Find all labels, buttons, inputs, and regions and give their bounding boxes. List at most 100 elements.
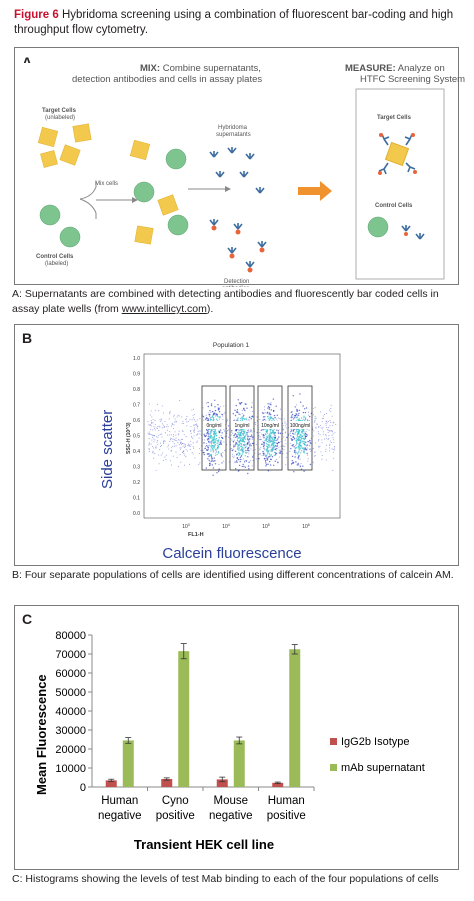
gate-label: 0ng/ml [206,423,221,429]
scatter-point [307,460,309,462]
scatter-point [180,461,182,463]
scatter-point [148,444,150,446]
scatter-point [207,458,209,460]
scatter-point [217,442,219,444]
scatter-point [198,430,200,432]
scatter-point [148,424,150,426]
scatter-point [306,449,308,451]
scatter-point [321,439,323,441]
scatter-point [245,445,247,447]
scatter-point [290,416,292,419]
scatter-point [241,437,243,439]
scatter-point [205,467,207,469]
category-label: negative [209,810,252,822]
scatter-point [209,432,212,435]
scatter-point [333,447,335,449]
scatter-point [210,434,212,436]
x-tick-label: 103 [182,523,190,530]
scatter-point [291,429,293,431]
scatter-point [208,412,210,414]
scatter-point [246,442,249,444]
scatter-point [218,411,221,413]
scatter-point [309,415,311,418]
scatter-point [238,402,241,404]
gate-box [287,385,313,471]
scatter-point [252,436,254,438]
scatter-point [320,424,322,426]
scatter-point [193,425,195,427]
scatter-point [272,398,275,400]
scatter-point [246,407,248,409]
scatter-point [285,443,287,445]
scatter-point [226,431,228,433]
scatter-point [264,429,266,431]
scatter-point [300,445,303,447]
scatter-point [173,424,175,426]
scatter-point [244,409,246,412]
scatter-point [218,430,220,432]
scatter-point [300,468,303,470]
scatter-point [183,464,186,466]
scatter-point [239,414,241,416]
scatter-point [270,450,272,453]
scatter-point [193,447,195,449]
scatter-point [249,443,251,445]
scatter-point [251,438,253,440]
scatter-point [246,438,249,440]
scatter-point [178,430,180,432]
scatter-point [297,462,299,465]
scatter-point [299,429,301,431]
intellicyt-link[interactable]: www.intellicyt.com [121,303,207,315]
scatter-point [211,458,213,460]
scatter-point [260,429,262,431]
scatter-point [197,433,199,435]
scatter-point [318,426,320,428]
scatter-point [212,416,215,419]
scatter-point [277,430,280,432]
scatter-point [198,437,200,439]
scatter-point [240,418,242,420]
scatter-point [292,445,294,447]
scatter-point [212,433,215,435]
scatter-point [245,433,247,436]
scatter-point [162,412,164,414]
scatter-point [308,411,310,413]
scatter-point [291,415,293,417]
scatter-point [272,447,274,449]
scatter-point [155,469,157,471]
scatter-point [302,437,305,440]
scatter-point [316,423,318,426]
scatter-point [179,400,181,402]
scatter-point [329,443,331,445]
scatter-point [329,440,331,442]
scatter-point [211,445,213,447]
scatter-point [303,430,305,433]
scatter-point [307,419,309,421]
gate-label: 100ng/ml [290,423,311,429]
scatter-point [320,451,322,453]
y-tick-label: 0.6 [133,418,140,424]
scatter-point [241,419,244,421]
y-tick-labels: 1.0 0.9 0.8 0.7 0.6 0.5 0.4 0.3 0.2 0.1 0.0 [133,356,140,517]
scatter-point [174,431,176,433]
scatter-point [228,436,230,438]
scatter-point [268,453,270,455]
scatter-point [220,455,223,457]
scatter-point [296,408,298,411]
scatter-point [238,447,241,449]
scatter-point [199,462,201,464]
scatter-point [169,413,171,415]
scatter-point [156,441,158,443]
scatter-point [248,435,250,437]
scatter-point [235,436,237,438]
scatter-point [213,428,215,431]
scatter-point [236,460,238,462]
scatter-point [314,442,317,444]
scatter-point [301,447,304,450]
scatter-point [183,434,185,436]
scatter-point [327,427,329,429]
scatter-point [240,455,243,457]
scatter-point [237,429,239,431]
scatter-point [292,430,295,432]
scatter-point [159,426,161,428]
